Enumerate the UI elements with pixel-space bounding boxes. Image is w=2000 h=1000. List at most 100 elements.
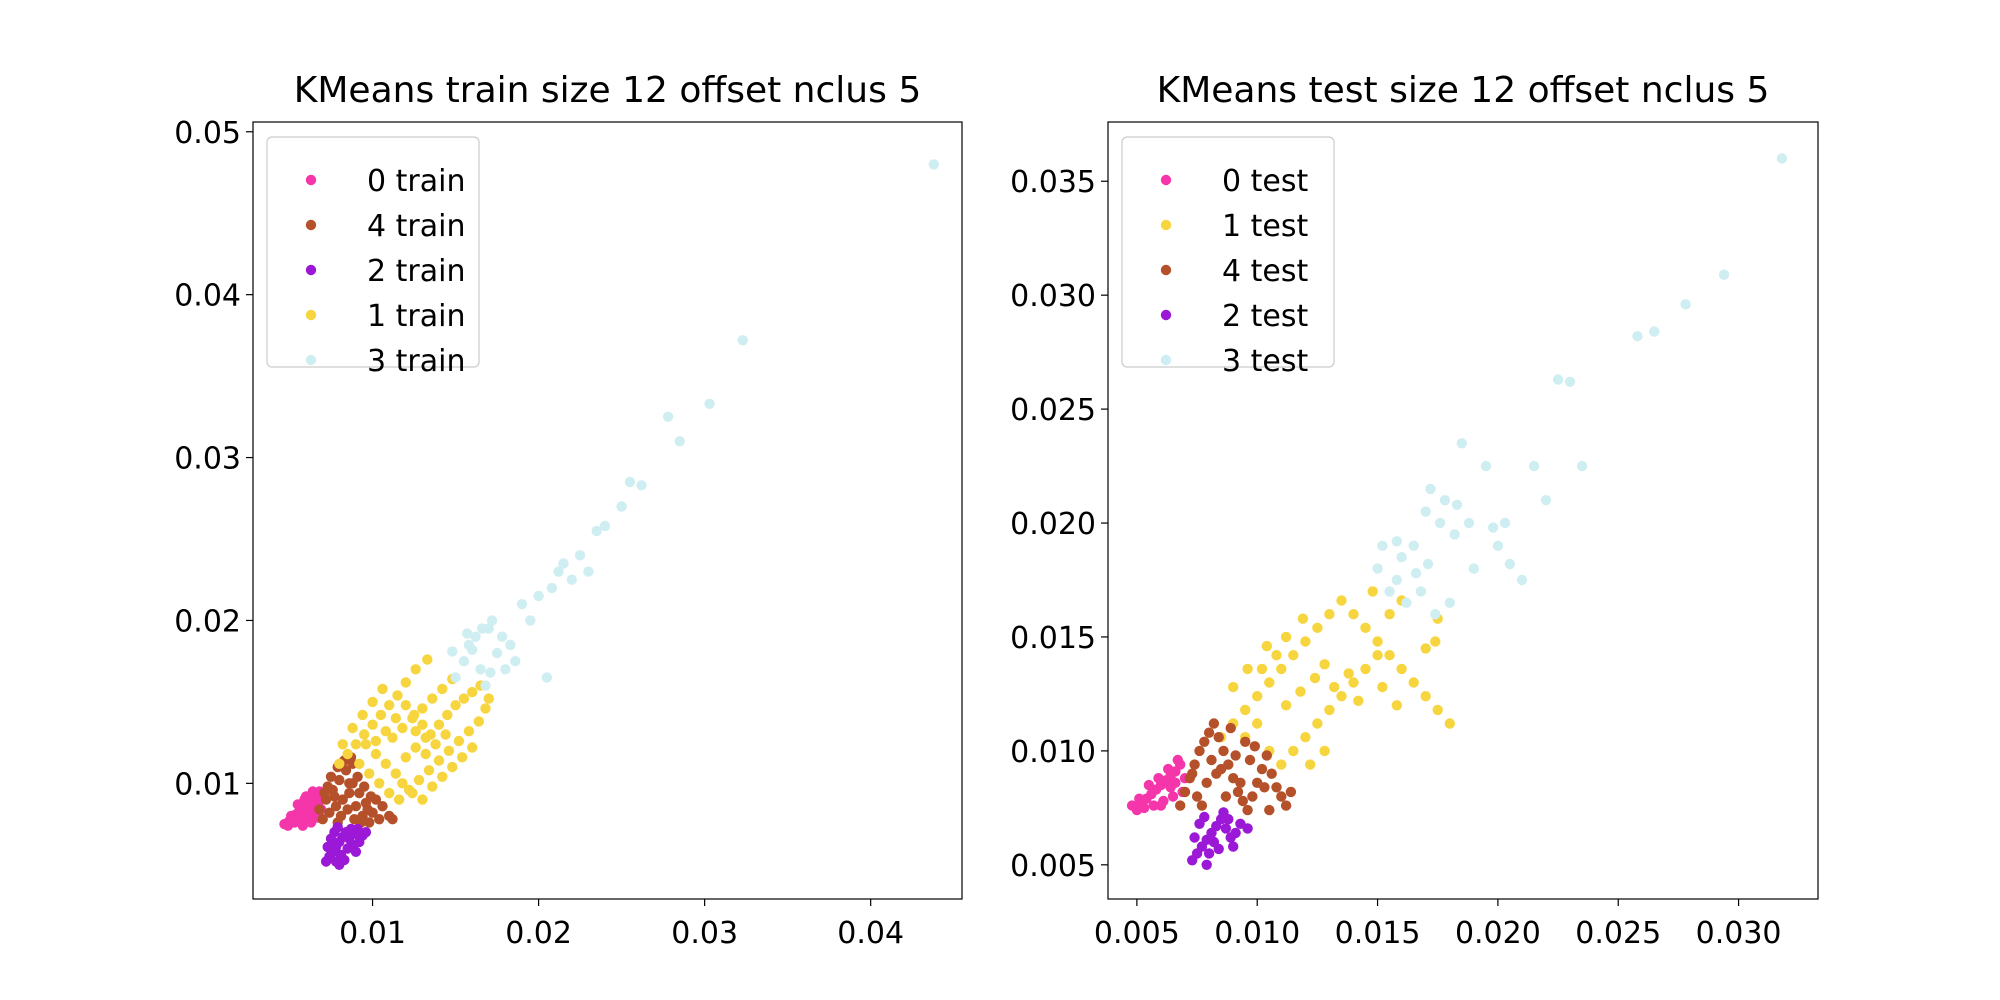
legend-label: 1 train [367,299,465,334]
data-point [500,664,511,675]
data-point [1480,460,1492,472]
data-point [1295,686,1306,697]
data-point [1680,299,1691,310]
data-point [1420,691,1431,702]
data-point [1201,777,1212,788]
data-point [350,739,362,750]
data-point [467,686,478,698]
data-point [322,841,333,853]
data-point [400,700,411,711]
data-point [360,827,372,838]
data-point [417,703,428,714]
data-point [447,761,458,773]
data-point [1312,622,1323,633]
data-point [1280,700,1292,711]
data-point [475,664,486,675]
data-point [340,765,352,776]
x-tick-label: 0.01 [339,916,406,951]
data-point [1218,745,1229,757]
data-point [330,856,342,867]
data-point [317,814,328,825]
data-point [1208,718,1220,729]
data-point [1256,763,1268,775]
series-3 [1187,807,1253,870]
data-point [364,768,375,779]
data-point [1444,718,1456,729]
data-point [397,778,408,789]
data-point [737,335,748,346]
data-point [1189,759,1200,770]
data-point [1175,800,1186,811]
data-point [1242,804,1253,816]
legend-marker [305,174,317,186]
data-point [1225,722,1236,734]
data-point [1201,859,1212,870]
data-point [463,726,475,737]
legend-box [1121,136,1335,368]
data-point [546,582,558,594]
data-point [370,794,382,805]
data-point [457,752,468,763]
data-point [1199,736,1210,747]
data-point [476,623,488,634]
legend-label: 3 train [367,344,465,379]
data-point [1408,540,1419,551]
data-point [332,822,343,833]
data-point [516,599,528,610]
data-point [374,778,385,789]
y-tick-label: 0.005 [1010,849,1096,884]
data-point [1285,786,1297,798]
data-point [1228,841,1239,852]
data-point [342,804,353,815]
plot-frame [252,121,963,900]
y-tick-label: 0.05 [174,116,241,151]
train-scatter-panel: KMeans train size 12 offset nclus 5 0.01 0… [174,70,963,951]
data-point [375,709,387,721]
data-point [337,794,348,805]
data-point [1247,791,1258,802]
data-point [1203,848,1215,859]
data-point [1776,153,1788,164]
y-tick-label: 0.01 [174,767,241,802]
legend-marker [1160,309,1172,321]
data-point [1718,269,1730,280]
data-point [1456,438,1468,449]
data-point [591,525,602,537]
data-point [286,810,297,822]
data-point [1288,650,1299,661]
data-point [1138,802,1150,814]
legend-marker [1160,354,1172,366]
y-tick-label: 0.03 [174,442,241,477]
data-point [1384,586,1395,597]
data-point [583,566,594,577]
data-point [486,615,498,626]
legend-marker [305,309,317,321]
data-point [324,807,335,818]
data-point [423,765,435,776]
legend-label: 0 test [1222,164,1308,199]
data-point [1632,331,1643,342]
data-point [433,755,445,766]
data-point [1228,681,1239,693]
series-0 [1126,754,1191,816]
series-1 [1215,586,1456,770]
data-point [1420,643,1431,654]
data-point [1324,704,1335,716]
data-point [1422,558,1434,570]
data-point [417,794,428,805]
data-point [1300,732,1311,743]
data-point [1155,800,1167,811]
data-point [344,787,355,799]
data-point [427,781,438,792]
data-point [1377,681,1388,693]
legend-marker [305,354,317,366]
data-point [1336,595,1347,606]
data-point [1191,791,1203,802]
series-0 [279,786,328,831]
data-point [1348,609,1359,620]
data-point [1264,677,1275,688]
data-point [417,719,428,730]
legend-label: 4 test [1222,254,1308,289]
data-point [450,700,461,711]
data-point [407,787,418,799]
